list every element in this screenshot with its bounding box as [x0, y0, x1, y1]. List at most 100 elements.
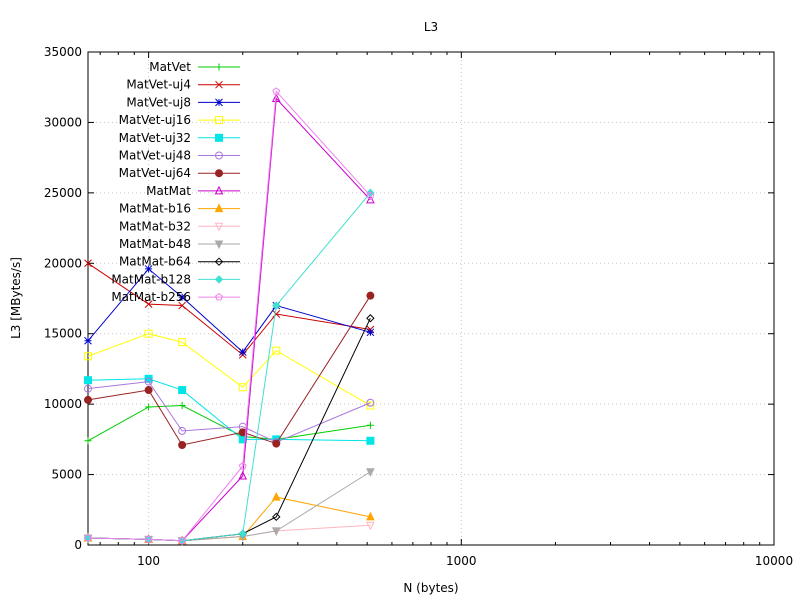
series-line [87, 262, 371, 356]
data-point [214, 275, 224, 284]
legend-item: MatVet-uj48 [119, 149, 240, 163]
legend: MatVet MatVet-uj4 MatVet-uj8 MatVet-uj16 Mat… [111, 60, 240, 304]
data-point [366, 398, 375, 407]
data-point [144, 386, 153, 395]
legend-label: MatVet-uj64 [119, 166, 191, 180]
data-point [366, 401, 375, 410]
legend-item: MatMat-b64 [119, 255, 240, 269]
data-point [271, 527, 281, 537]
data-point [144, 300, 153, 308]
data-point [178, 402, 186, 410]
data-point [238, 348, 247, 356]
legend-label: MatMat [146, 184, 191, 198]
data-point [83, 533, 93, 543]
series-line [87, 381, 371, 443]
data-point [215, 98, 223, 107]
legend-label: MatMat-b32 [119, 219, 191, 233]
data-point [144, 265, 153, 273]
data-point [272, 512, 281, 522]
series-matvet-uj64 [84, 291, 375, 449]
series-line [87, 405, 371, 442]
data-point [144, 329, 153, 338]
series-line [87, 378, 371, 442]
data-point [84, 352, 92, 361]
series-matmat-b256 [84, 87, 375, 545]
series-layer [83, 87, 375, 546]
y-axis-label: L3 [MBytes/s] [9, 257, 23, 339]
legend-item: MatVet-uj32 [119, 131, 240, 145]
legend-label: MatVet-uj32 [119, 131, 191, 145]
y-tick-label: 15000 [44, 327, 82, 341]
data-point [272, 301, 281, 310]
legend-item: MatMat-b256 [111, 290, 240, 304]
data-point [366, 291, 375, 300]
data-point [84, 336, 92, 345]
series-line [87, 90, 371, 542]
data-point [272, 346, 281, 355]
series-matmat-b32 [83, 521, 375, 546]
data-point [366, 194, 375, 204]
data-point [144, 377, 153, 386]
series-matvet [84, 402, 374, 445]
legend-item: MatMat [146, 184, 240, 198]
legend-label: MatMat-b16 [119, 202, 191, 216]
legend-label: MatMat-b128 [111, 272, 191, 286]
data-point [366, 521, 375, 531]
data-point [366, 191, 375, 200]
data-point [178, 338, 187, 347]
data-point [271, 93, 281, 102]
data-point [366, 468, 375, 477]
series-matmat-b48 [83, 468, 375, 546]
series-line [87, 268, 371, 353]
data-point [272, 310, 281, 318]
data-point [178, 386, 187, 395]
data-point [366, 314, 375, 323]
y-tick-label: 0 [74, 538, 82, 552]
data-point [84, 533, 92, 542]
series-matvet-uj16 [84, 329, 375, 410]
data-point [214, 185, 224, 195]
legend-item: MatVet [149, 60, 240, 74]
data-point [215, 116, 223, 125]
legend-item: MatVet-uj4 [126, 78, 240, 92]
legend-label: MatVet [149, 60, 191, 74]
data-point [145, 403, 153, 411]
data-point [214, 203, 224, 213]
series-matvet-uj32 [84, 374, 375, 445]
y-tick-label: 5000 [51, 468, 82, 482]
data-point [215, 169, 223, 178]
data-point [215, 292, 223, 301]
data-point [366, 511, 375, 521]
axis-ticks: 0 5000 10000 15000 20000 25000 30000 35000 100 10… [44, 45, 793, 568]
legend-item: MatMat-b48 [119, 237, 240, 251]
data-point [214, 257, 224, 266]
data-point [178, 536, 187, 545]
data-point [366, 188, 375, 198]
legend-item: MatMat-b128 [111, 272, 240, 286]
series-matmat-b16 [83, 491, 375, 545]
legend-label: MatVet-uj4 [126, 78, 191, 92]
y-tick-label: 20000 [44, 256, 82, 270]
y-tick-label: 10000 [44, 397, 82, 411]
y-tick-label: 35000 [44, 45, 82, 59]
legend-label: MatVet-uj48 [119, 149, 191, 163]
data-point [178, 301, 186, 310]
legend-label: MatMat-b48 [119, 237, 191, 251]
data-point [238, 462, 247, 470]
data-point [84, 437, 92, 445]
legend-item: MatVet-uj64 [119, 166, 240, 180]
legend-label: MatMat-b64 [119, 255, 191, 269]
x-tick-label: 10000 [755, 554, 793, 568]
legend-item: MatMat-b16 [119, 202, 240, 216]
legend-item: MatVet-uj16 [119, 113, 240, 127]
data-point [366, 328, 375, 337]
data-point [238, 470, 248, 480]
data-point [144, 535, 153, 543]
data-point [214, 222, 224, 232]
data-point [214, 240, 224, 250]
legend-label: MatVet-uj16 [119, 113, 191, 127]
data-point [272, 439, 281, 448]
y-tick-label: 30000 [44, 115, 82, 129]
data-point [215, 80, 223, 89]
